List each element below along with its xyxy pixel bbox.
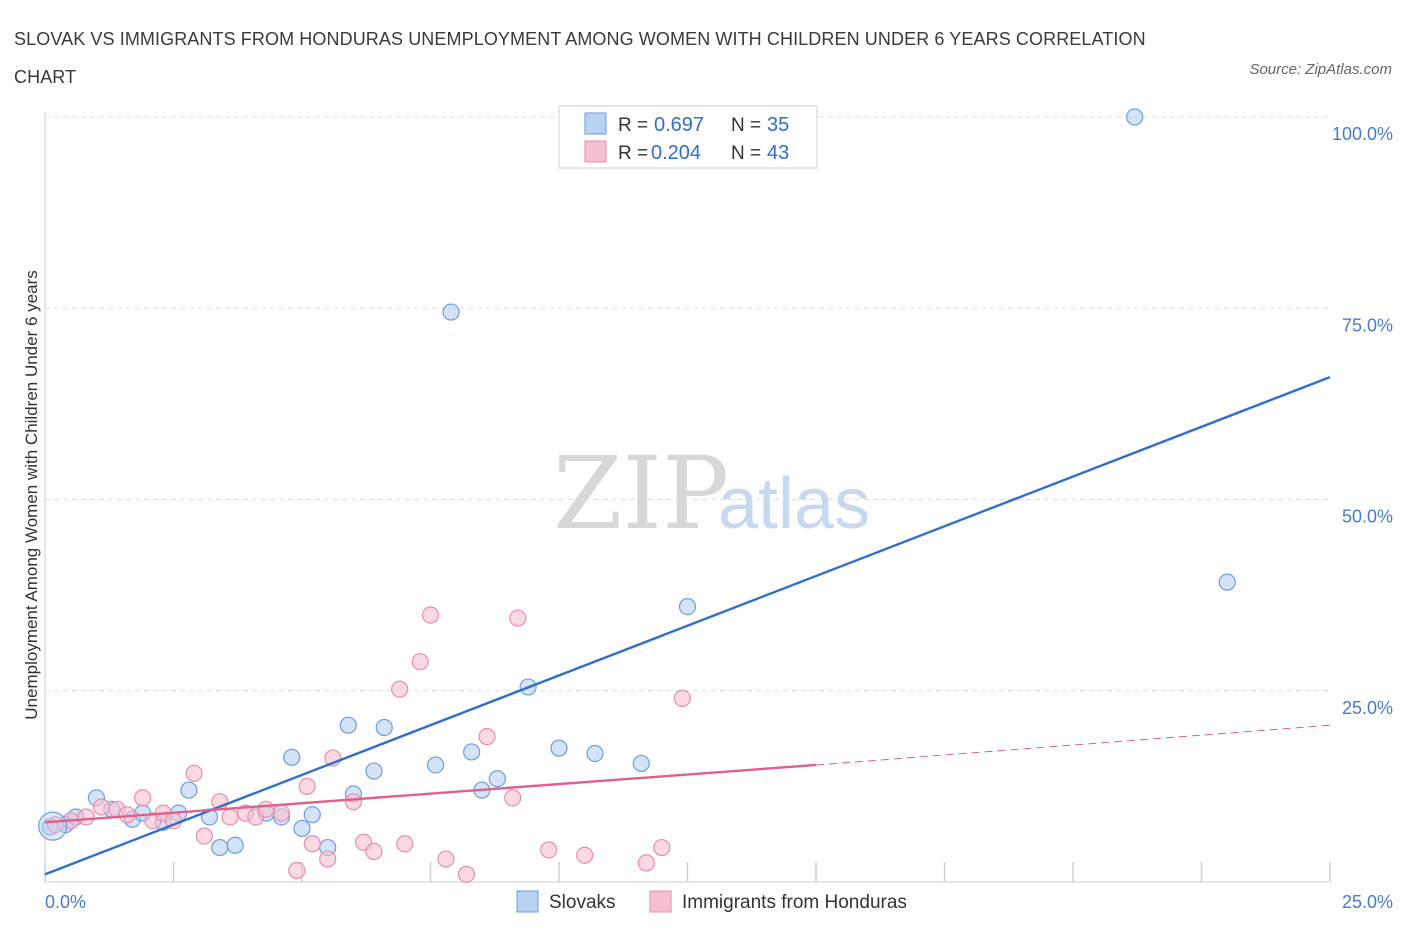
- slovaks-point-21: [365, 762, 383, 780]
- honduras-point-28: [411, 653, 429, 671]
- trend-line-0: [44, 375, 1331, 876]
- honduras-point-3: [92, 798, 111, 816]
- honduras-point-30: [437, 850, 455, 868]
- honduras-point-2: [77, 808, 95, 826]
- honduras-point-39: [673, 689, 691, 708]
- bottom-legend-swatch-honduras: [649, 890, 672, 913]
- trend-line-1: [44, 763, 817, 824]
- legend-n-value-1: 35: [767, 114, 789, 136]
- honduras-point-19: [298, 777, 316, 795]
- honduras-point-17: [272, 804, 291, 822]
- chart-title: SLOVAK VS IMMIGRANTS FROM HONDURAS UNEMP…: [14, 29, 1146, 87]
- watermark-atlas: atlas: [718, 464, 870, 544]
- legend-swatch-slovaks: [584, 112, 607, 135]
- legend-n-label-1: N =: [731, 115, 761, 136]
- honduras-point-26: [391, 680, 409, 698]
- honduras-point-10: [185, 764, 203, 782]
- slovaks-point-34: [1218, 573, 1236, 591]
- slovaks-point-33: [1126, 108, 1144, 126]
- legend-r-value-1: 0.697: [654, 114, 704, 136]
- slovaks-point-17: [303, 806, 321, 824]
- slovaks-point-12: [226, 836, 244, 854]
- slovaks-point-32: [678, 597, 697, 616]
- honduras-point-36: [576, 846, 594, 864]
- honduras-point-37: [637, 854, 655, 872]
- slovaks-point-11: [211, 838, 229, 857]
- honduras-point-27: [396, 835, 414, 853]
- bottom-legend-swatch-slovaks: [516, 890, 539, 913]
- honduras-point-11: [195, 827, 213, 845]
- axes: [44, 112, 1331, 883]
- honduras-point-13: [221, 808, 239, 826]
- legend-r-label-2: R =: [618, 143, 648, 164]
- legend-box: R = 0.697 N = 35 R = 0.204 N = 43: [558, 105, 818, 169]
- slovaks-point-22: [375, 718, 393, 737]
- trend-line-2: [815, 724, 1331, 766]
- honduras-point-16: [257, 800, 275, 818]
- slovaks-point-24: [442, 303, 460, 321]
- slovaks-point-23: [427, 756, 445, 774]
- legend-r-value-2: 0.204: [651, 142, 701, 164]
- y-tick-label-1: 75.0%: [1342, 315, 1393, 335]
- honduras-point-35: [540, 841, 558, 859]
- slovaks-point-16: [293, 819, 311, 838]
- honduras-point-29: [421, 606, 440, 624]
- slovaks-point-19: [339, 716, 357, 734]
- bottom-legend-slovaks: Slovaks: [549, 892, 616, 913]
- slovaks-point-29: [550, 739, 568, 757]
- honduras-point-25: [365, 842, 383, 861]
- bottom-legend: Slovaks Immigrants from Honduras: [516, 890, 907, 913]
- legend-n-label-2: N =: [731, 143, 761, 164]
- y-axis-label: Unemployment Among Women with Children U…: [22, 270, 41, 719]
- slovaks-point-27: [488, 770, 506, 788]
- slovaks-point-15: [283, 748, 301, 766]
- y-tick-label-2: 50.0%: [1342, 507, 1393, 527]
- slovaks-point-25: [463, 743, 481, 761]
- slovaks-cluster-point: [38, 811, 68, 841]
- trend-lines: [44, 375, 1331, 876]
- honduras-point-23: [344, 793, 362, 811]
- honduras-point-34: [509, 609, 527, 627]
- honduras-point-6: [134, 789, 152, 807]
- y-tick-labels: 100.0% 75.0% 50.0% 25.0%: [1332, 124, 1393, 718]
- honduras-point-21: [319, 850, 337, 868]
- legend-swatch-honduras: [584, 140, 607, 163]
- y-tick-label-3: 25.0%: [1342, 698, 1393, 718]
- source-label: Source: ZipAtlas.com: [1249, 61, 1392, 78]
- honduras-point-33: [504, 789, 522, 807]
- y-tick-label-0: 100.0%: [1332, 124, 1393, 144]
- watermark-zip: ZIP: [553, 435, 729, 552]
- x-tick-min: 0.0%: [45, 892, 86, 912]
- honduras-point-32: [478, 728, 496, 746]
- legend-r-label-1: R =: [618, 115, 648, 136]
- slovaks-point-30: [586, 744, 604, 763]
- honduras-point-18: [288, 861, 306, 880]
- legend-n-value-2: 43: [767, 142, 789, 164]
- slovaks-point-31: [632, 754, 650, 773]
- honduras-point-20: [303, 835, 321, 853]
- honduras-point-38: [653, 838, 671, 857]
- slovaks-point-9: [180, 781, 198, 799]
- honduras-point-31: [457, 865, 476, 883]
- bottom-legend-honduras: Immigrants from Honduras: [682, 892, 907, 913]
- x-tick-max: 25.0%: [1342, 892, 1393, 912]
